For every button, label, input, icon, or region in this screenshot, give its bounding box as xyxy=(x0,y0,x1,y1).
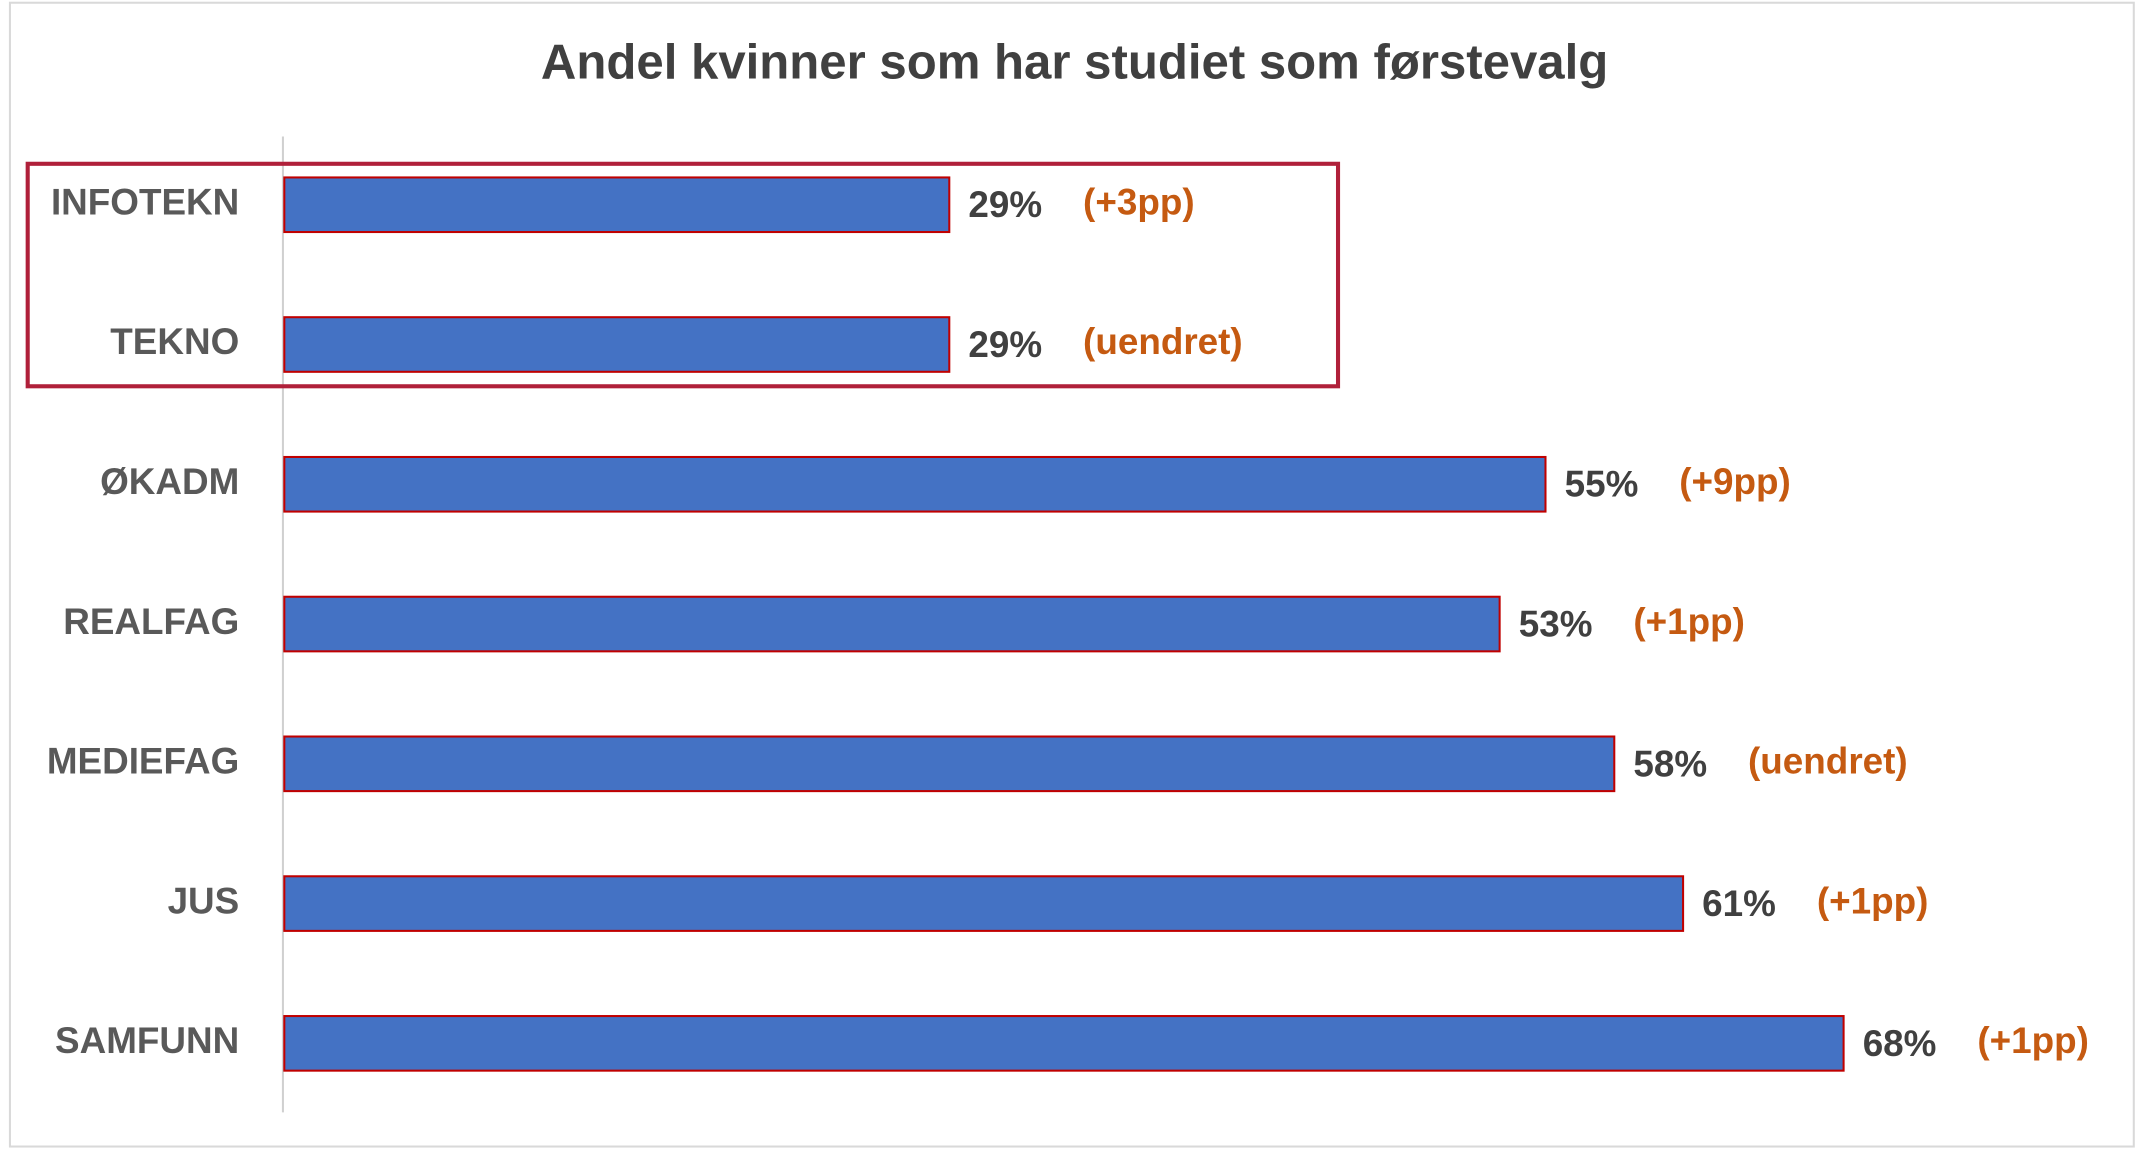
data-label: 55% xyxy=(1565,464,1639,505)
highlight-box xyxy=(25,161,1341,389)
category-label: TEKNO xyxy=(110,321,239,362)
bar xyxy=(283,595,1501,653)
data-label: 29% xyxy=(968,184,1042,225)
bar xyxy=(283,316,951,373)
annotation: (+1pp) xyxy=(1633,601,1745,642)
bar xyxy=(283,1015,1845,1072)
annotation: (+1pp) xyxy=(1977,1020,2089,1061)
category-label: JUS xyxy=(168,880,240,921)
data-label: 53% xyxy=(1519,604,1593,645)
bar xyxy=(283,455,1547,513)
chart-title: Andel kvinner som har studiet som første… xyxy=(541,36,1608,90)
annotation: (+1pp) xyxy=(1817,880,1929,921)
data-label: 58% xyxy=(1633,743,1707,784)
bar xyxy=(283,875,1685,932)
data-label: 29% xyxy=(968,324,1042,365)
category-label: INFOTEKN xyxy=(51,181,239,222)
chart-frame xyxy=(8,1,2135,1148)
annotation: (uendret) xyxy=(1083,321,1243,362)
category-label: ØKADM xyxy=(100,461,239,502)
annotation: (+9pp) xyxy=(1679,461,1791,502)
bar xyxy=(283,735,1616,793)
data-label: 61% xyxy=(1702,883,1776,924)
category-label: MEDIEFAG xyxy=(47,741,239,782)
annotation: (uendret) xyxy=(1748,741,1908,782)
category-label: REALFAG xyxy=(63,601,239,642)
data-label: 68% xyxy=(1863,1023,1937,1064)
bar xyxy=(283,176,951,234)
annotation: (+3pp) xyxy=(1083,181,1195,222)
category-label: SAMFUNN xyxy=(55,1020,239,1061)
